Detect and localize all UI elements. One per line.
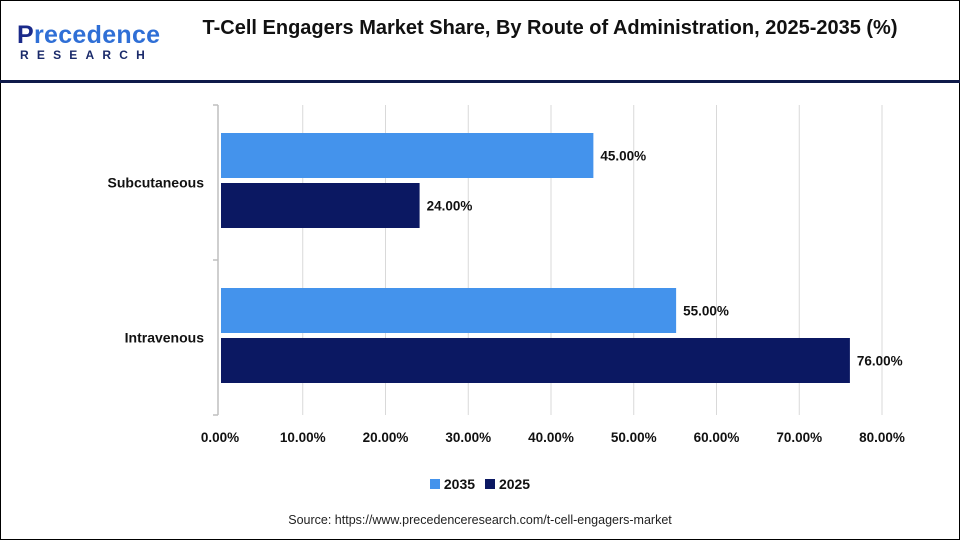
legend-swatch-2035 bbox=[429, 479, 440, 489]
x-tick-label: 20.00% bbox=[363, 430, 409, 445]
legend-item-2025: 2025 bbox=[484, 476, 531, 492]
category-label: Subcutaneous bbox=[108, 175, 205, 191]
x-tick-label: 10.00% bbox=[280, 430, 326, 445]
header-divider bbox=[0, 80, 960, 83]
x-tick-label: 50.00% bbox=[611, 430, 657, 445]
legend-swatch-2025 bbox=[484, 479, 495, 489]
data-label: 45.00% bbox=[600, 149, 646, 164]
data-label: 76.00% bbox=[857, 354, 903, 369]
bar-2035-intravenous bbox=[221, 288, 677, 333]
chart-title: T-Cell Engagers Market Share, By Route o… bbox=[202, 17, 898, 39]
legend-label-2025: 2025 bbox=[498, 476, 531, 492]
legend-label-2035: 2035 bbox=[443, 476, 476, 492]
data-label: 24.00% bbox=[427, 199, 473, 214]
x-tick-label: 0.00% bbox=[201, 430, 239, 445]
source-text: Source: https://www.precedenceresearch.c… bbox=[288, 513, 672, 527]
bar-2025-intravenous bbox=[221, 338, 850, 383]
legend: 2035 2025 bbox=[0, 476, 960, 492]
logo: Precedence RESEARCH bbox=[17, 21, 161, 62]
x-tick-label: 60.00% bbox=[694, 430, 740, 445]
x-tick-label: 30.00% bbox=[445, 430, 491, 445]
legend-item-2035: 2035 bbox=[429, 476, 476, 492]
bar-2025-subcutaneous bbox=[221, 183, 420, 228]
x-tick-label: 40.00% bbox=[528, 430, 574, 445]
bar-2035-subcutaneous bbox=[221, 133, 594, 178]
data-label: 55.00% bbox=[683, 304, 729, 319]
x-tick-label: 70.00% bbox=[776, 430, 822, 445]
x-tick-label: 80.00% bbox=[859, 430, 905, 445]
category-label: Intravenous bbox=[125, 330, 205, 346]
